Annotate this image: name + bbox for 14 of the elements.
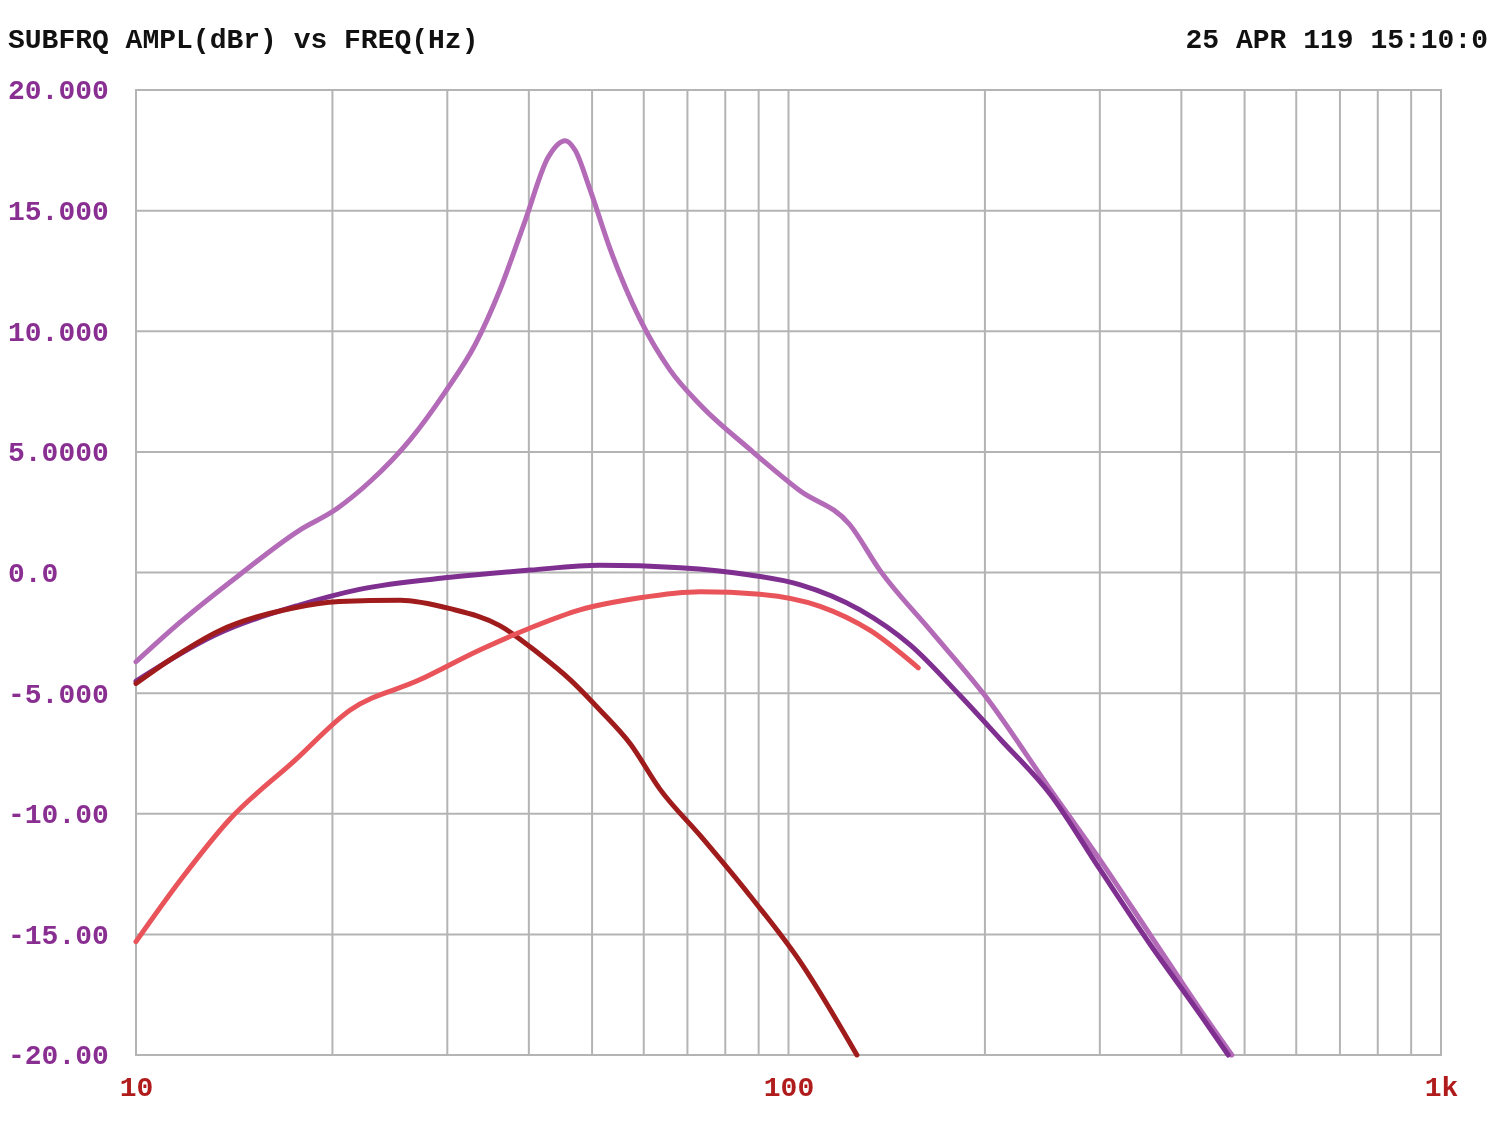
y-tick-label: 20.000	[8, 76, 109, 108]
y-tick-label: -20.00	[8, 1041, 109, 1073]
y-tick-label: 10.000	[8, 317, 109, 349]
y-tick-label: 0.0	[8, 558, 59, 590]
x-tick-label: 10	[119, 1072, 154, 1104]
y-tick-label: -15.00	[8, 920, 109, 952]
x-tick-label: 1k	[1424, 1072, 1459, 1104]
y-tick-label: 15.000	[8, 197, 109, 229]
x-tick-label: 100	[763, 1072, 815, 1104]
y-tick-label: -10.00	[8, 800, 109, 832]
text: 25 APR 119 15:10:0	[1185, 25, 1488, 56]
y-tick-label: -5.000	[8, 679, 109, 711]
chart-title: SUBFRQ AMPL(dBr) vs FREQ(Hz)	[8, 25, 479, 56]
y-tick-label: 5.0000	[8, 438, 109, 470]
